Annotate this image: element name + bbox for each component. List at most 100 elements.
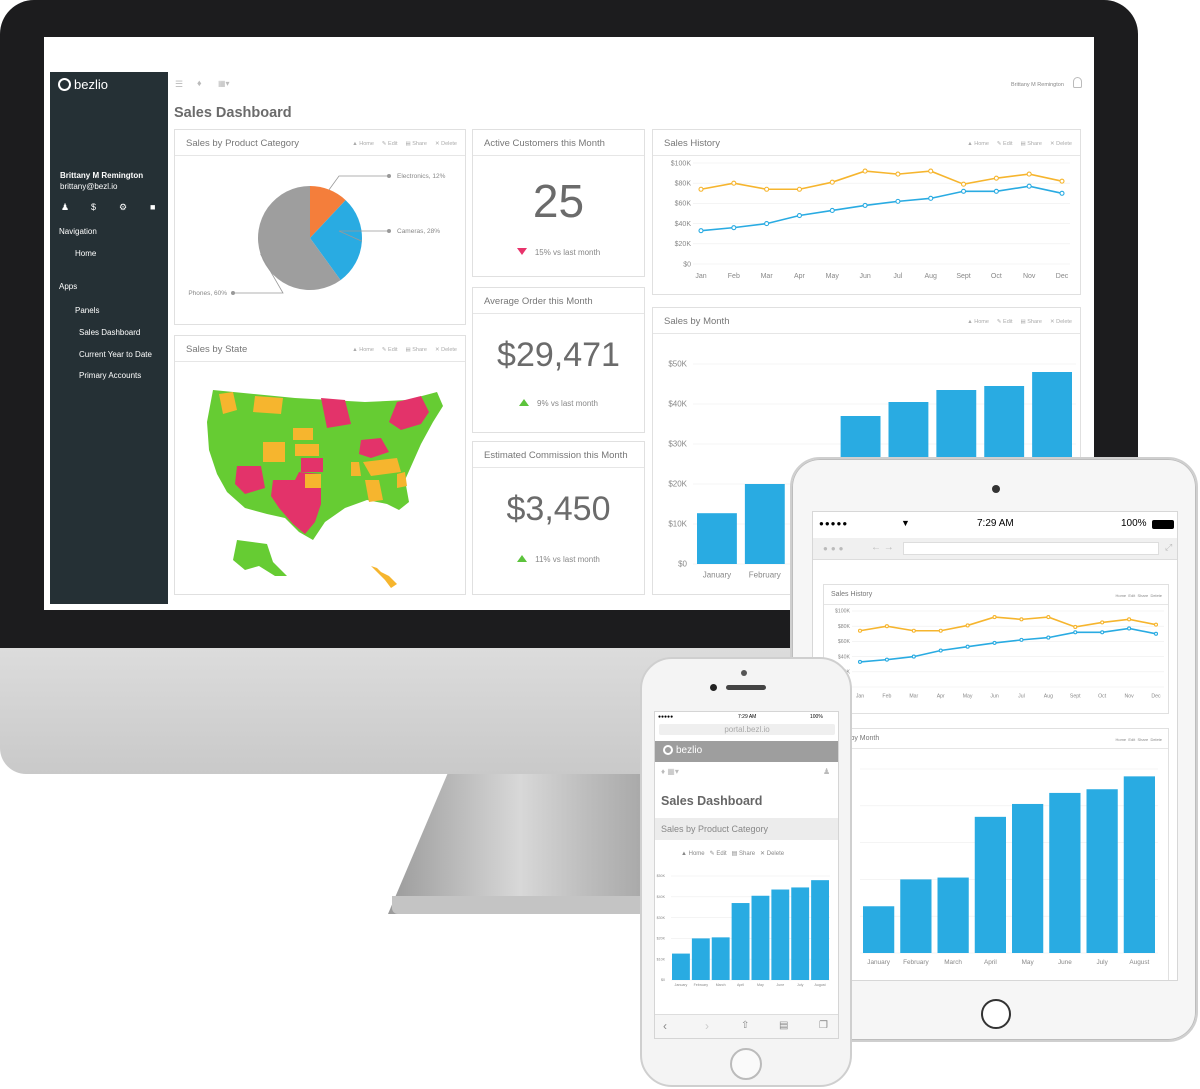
share-action[interactable]: ▤ Share bbox=[1020, 141, 1042, 147]
delete-action[interactable]: ✕ Delete bbox=[434, 347, 457, 353]
edit-action[interactable]: ✎ Edit bbox=[996, 319, 1013, 325]
y-tick-label: $100K bbox=[671, 160, 692, 167]
bar bbox=[1012, 803, 1044, 953]
data-point bbox=[884, 624, 889, 629]
delete-action[interactable]: ✕ Delete bbox=[434, 141, 457, 147]
bar bbox=[691, 938, 710, 980]
x-tick-label: Oct bbox=[1098, 693, 1107, 699]
edit-action[interactable]: ✎ Edit bbox=[381, 141, 398, 147]
phone-url-bar[interactable]: portal.bezl.io bbox=[659, 724, 835, 735]
delete-action[interactable]: ✕ Delete bbox=[1049, 141, 1072, 147]
gears-icon[interactable]: ⚙ bbox=[119, 202, 128, 212]
panel-actions[interactable]: ▲ Home ✎ Edit ▤ Share ✕ Delete bbox=[681, 851, 785, 857]
home-action[interactable]: ▲ Home bbox=[967, 319, 989, 325]
bar bbox=[751, 895, 770, 980]
topbar-user-name[interactable]: Brittany M Remington bbox=[1011, 82, 1064, 88]
x-tick-label: Apr bbox=[794, 273, 806, 280]
y-tick-label: $40K bbox=[657, 895, 666, 899]
us-map[interactable] bbox=[175, 362, 465, 594]
edit-action[interactable]: ✎ Edit bbox=[381, 347, 398, 353]
pie-label: Electronics, 12% bbox=[397, 173, 446, 180]
forward-icon[interactable]: › bbox=[705, 1019, 709, 1033]
panel-actions[interactable]: Home Edit Share Delete bbox=[1115, 737, 1162, 742]
bar bbox=[900, 879, 932, 953]
y-tick-label: $100K bbox=[835, 609, 851, 615]
phone-battery: 100% bbox=[810, 714, 823, 720]
data-point bbox=[928, 168, 934, 174]
back-forward-icon[interactable]: ← → bbox=[871, 542, 894, 553]
panel-title: Sales History bbox=[664, 138, 720, 149]
share-action[interactable]: ▤ Share bbox=[1020, 319, 1042, 325]
home-action[interactable]: ▲ Home bbox=[352, 347, 374, 353]
tabs-icon[interactable]: ❐ bbox=[819, 1020, 828, 1031]
lock-icon[interactable]: ■ bbox=[150, 202, 156, 212]
sidebar-item-home[interactable]: Home bbox=[75, 249, 97, 258]
data-point bbox=[698, 186, 704, 192]
bell-icon[interactable]: ♦ bbox=[197, 78, 202, 88]
bell-icon[interactable]: ♦ ▦▾ bbox=[661, 767, 679, 776]
page-title: Sales Dashboard bbox=[174, 105, 292, 121]
home-action[interactable]: ▲ Home bbox=[967, 141, 989, 147]
series-line bbox=[700, 185, 1063, 232]
x-tick-label: February bbox=[903, 959, 929, 966]
phone-sensor bbox=[741, 670, 747, 676]
data-point bbox=[960, 181, 967, 187]
panel-actions: ▲ Home ✎ Edit ▤ Share ✕ Delete bbox=[959, 141, 1072, 147]
data-point bbox=[829, 179, 835, 185]
user-avatar-icon[interactable]: ♟ bbox=[823, 767, 831, 776]
kpi-delta-text: 15% vs last month bbox=[534, 248, 601, 257]
kpi-value: 25 bbox=[532, 175, 585, 227]
tablet-home-button[interactable] bbox=[981, 999, 1011, 1029]
share-action[interactable]: ▤ Share bbox=[405, 141, 427, 147]
kpi-value: $29,471 bbox=[497, 336, 620, 374]
phone-speaker bbox=[726, 685, 766, 690]
dollar-icon[interactable]: $ bbox=[91, 202, 97, 212]
us-mainland bbox=[207, 390, 443, 540]
edit-action[interactable]: ✎ Edit bbox=[996, 141, 1013, 147]
state-yellow-5 bbox=[295, 444, 319, 456]
apps-dropdown-icon[interactable]: ▦▾ bbox=[218, 79, 230, 88]
panel-actions: ▲ Home ✎ Edit ▤ Share ✕ Delete bbox=[959, 319, 1072, 325]
bar-chart: January February March April May June July Augu… bbox=[860, 768, 1158, 966]
share-icon[interactable]: ⇧ bbox=[741, 1020, 750, 1031]
bookmarks-icon[interactable]: ▤ bbox=[779, 1020, 789, 1031]
sidebar-item-primary-accounts[interactable]: Primary Accounts bbox=[79, 371, 142, 380]
state-red-5 bbox=[301, 458, 323, 472]
state-yellow-6 bbox=[305, 474, 321, 488]
x-tick-label: January bbox=[675, 983, 688, 987]
back-icon[interactable]: ‹ bbox=[663, 1019, 667, 1033]
data-point bbox=[1059, 178, 1065, 184]
home-action[interactable]: ▲ Home bbox=[352, 141, 374, 147]
x-tick-label: January bbox=[703, 571, 731, 580]
pie-slice bbox=[310, 200, 362, 281]
data-point bbox=[1026, 171, 1032, 177]
data-point bbox=[698, 228, 704, 234]
y-tick-label: $20K bbox=[675, 241, 692, 248]
delete-action[interactable]: ✕ Delete bbox=[1049, 319, 1072, 325]
panel-actions[interactable]: Home Edit Share Delete bbox=[1115, 593, 1162, 598]
user-avatar-icon[interactable] bbox=[1073, 77, 1082, 88]
state-yellow-10 bbox=[397, 472, 407, 488]
sidebar-item-current-year[interactable]: Current Year to Date bbox=[79, 350, 152, 359]
data-point bbox=[960, 188, 967, 194]
browser-url-bar[interactable] bbox=[903, 542, 1159, 555]
x-tick-label: May bbox=[963, 693, 973, 699]
window-controls-icon[interactable]: ●●● bbox=[823, 544, 847, 553]
phone-home-button[interactable] bbox=[730, 1048, 762, 1080]
data-point bbox=[731, 180, 737, 186]
navigation-heading: Navigation bbox=[59, 227, 97, 236]
share-action[interactable]: ▤ Share bbox=[405, 347, 427, 353]
sidebar-item-sales-dashboard[interactable]: Sales Dashboard bbox=[79, 328, 141, 337]
pie-label: Cameras, 28% bbox=[397, 228, 440, 235]
grid-menu-icon[interactable]: ☰ bbox=[175, 79, 184, 89]
brand-logo[interactable]: bezlio bbox=[663, 745, 702, 756]
data-point bbox=[965, 623, 970, 628]
fullscreen-icon[interactable]: ⤢ bbox=[1165, 542, 1173, 552]
user-icon[interactable]: ♟ bbox=[61, 202, 70, 212]
kpi-delta: 9% vs last month bbox=[473, 399, 644, 408]
state-red-1 bbox=[321, 398, 351, 428]
sidebar-item-panels[interactable]: Panels bbox=[75, 306, 100, 315]
brand-logo[interactable]: bezlio bbox=[58, 77, 108, 92]
x-tick-label: Oct bbox=[991, 273, 1002, 280]
data-point bbox=[965, 644, 970, 649]
